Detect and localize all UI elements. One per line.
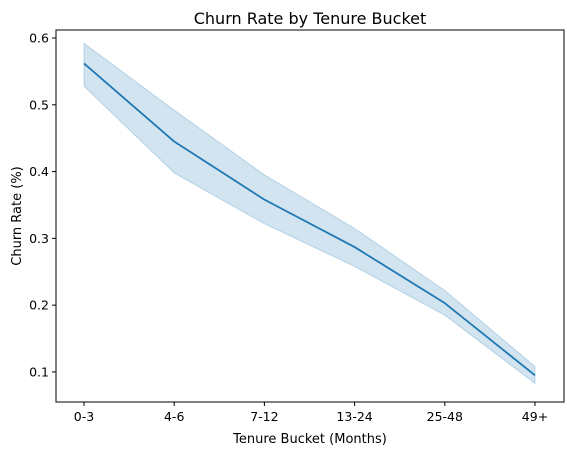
y-tick-label: 0.1 xyxy=(29,364,49,379)
confidence-band-0 xyxy=(83,42,536,385)
x-tick-label: 0-3 xyxy=(74,409,94,424)
x-tick-label: 13-24 xyxy=(336,409,372,424)
y-tick-label: 0.6 xyxy=(29,31,49,46)
y-axis-label: Churn Rate (%) xyxy=(10,166,25,265)
x-tick-label: 25-48 xyxy=(427,409,463,424)
series-line-0 xyxy=(83,62,536,376)
y-tick-label: 0.3 xyxy=(29,231,49,246)
series-line-layer xyxy=(83,62,536,376)
plot-frame xyxy=(55,29,565,403)
x-tick-label: 49+ xyxy=(522,409,548,424)
x-tick-label: 4-6 xyxy=(164,409,184,424)
y-axis-ticks: 0.1 0.2 0.3 0.4 0.5 0.6 xyxy=(29,31,56,379)
x-axis-ticks: 0-3 4-6 7-12 13-24 25-48 49+ xyxy=(74,402,548,424)
x-axis-label: Tenure Bucket (Months) xyxy=(232,432,387,447)
x-tick-label: 7-12 xyxy=(250,409,278,424)
chart-title: Churn Rate by Tenure Bucket xyxy=(194,9,427,28)
y-tick-label: 0.5 xyxy=(29,97,49,112)
y-tick-label: 0.2 xyxy=(29,298,49,313)
confidence-band-layer xyxy=(83,42,536,385)
y-tick-label: 0.4 xyxy=(29,164,49,179)
